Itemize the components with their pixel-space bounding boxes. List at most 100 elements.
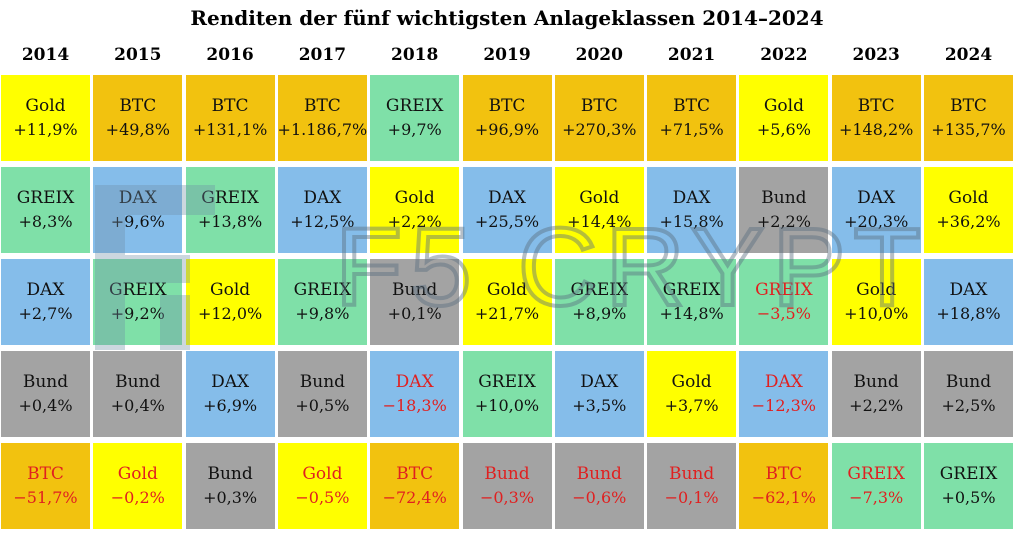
return-cell: GREIX +10,0%: [462, 351, 552, 438]
return-value-label: +25,5%: [474, 212, 540, 232]
return-cell: Bund −0,3%: [462, 443, 552, 530]
return-cell: BTC −72,4%: [370, 443, 460, 530]
return-cell: BTC +148,2%: [831, 75, 921, 161]
asset-label: Gold: [210, 280, 251, 301]
return-value-label: +148,2%: [838, 120, 914, 139]
return-value-label: +0,4%: [110, 396, 165, 416]
return-value-label: +8,3%: [18, 212, 73, 232]
asset-label: BTC: [488, 96, 526, 116]
year-label: 2014: [21, 45, 70, 65]
return-value-label: +21,7%: [474, 304, 540, 324]
asset-label: BTC: [580, 96, 618, 116]
return-cell: DAX +2,7%: [1, 259, 90, 346]
return-value-label: +9,7%: [387, 120, 442, 139]
return-cell: BTC +49,8%: [93, 75, 183, 161]
return-value-label: −7,3%: [849, 488, 904, 508]
return-cell: DAX −18,3%: [370, 351, 460, 438]
return-value-label: +12,0%: [197, 304, 263, 324]
return-value-label: +6,9%: [203, 396, 258, 416]
return-value-label: +0,1%: [387, 304, 442, 324]
return-value-label: +11,9%: [13, 120, 78, 139]
return-cell: BTC −51,7%: [1, 443, 90, 530]
asset-label: DAX: [395, 372, 434, 393]
return-cell: Gold +10,0%: [831, 259, 921, 346]
return-cell: GREIX −7,3%: [831, 443, 921, 530]
return-cell: BTC +135,7%: [924, 75, 1013, 161]
return-value-label: −51,7%: [13, 488, 78, 508]
return-value-label: +0,4%: [18, 396, 73, 416]
return-cell: DAX +20,3%: [831, 167, 921, 254]
return-cell: GREIX +9,7%: [370, 75, 460, 161]
return-cell: DAX +6,9%: [185, 351, 275, 438]
return-value-label: +2,2%: [387, 212, 442, 232]
asset-label: BTC: [303, 96, 341, 116]
return-value-label: −3,5%: [756, 304, 811, 324]
year-label: 2015: [114, 45, 162, 65]
return-value-label: +71,5%: [659, 120, 724, 139]
returns-table: Gold +11,9% GREIX +8,3% DAX +2,7% Bund +0,4% BTC…: [0, 75, 1014, 534]
asset-label: Gold: [579, 188, 620, 209]
year-header-row: 2014 2015 2016 2017 2018 2019 2020 2021 2022 2023…: [0, 45, 1014, 67]
return-value-label: −0,2%: [110, 488, 165, 508]
asset-label: Bund: [392, 280, 438, 301]
return-cell: Gold +36,2%: [924, 167, 1013, 254]
return-cell: GREIX −3,5%: [739, 259, 829, 346]
asset-label: DAX: [949, 280, 988, 301]
return-value-label: +18,8%: [936, 304, 1001, 324]
return-value-label: +3,5%: [572, 396, 627, 416]
return-value-label: −0,1%: [664, 488, 719, 508]
return-cell: BTC +131,1%: [185, 75, 275, 161]
return-cell: Bund +0,3%: [185, 443, 275, 530]
return-cell: GREIX +9,2%: [93, 259, 183, 346]
return-value-label: +49,8%: [105, 120, 170, 139]
return-value-label: −62,1%: [751, 488, 816, 508]
return-cell: BTC +96,9%: [462, 75, 552, 161]
return-value-label: +2,7%: [18, 304, 73, 324]
asset-label: Gold: [856, 280, 897, 301]
return-cell: DAX +12,5%: [277, 167, 367, 254]
return-cell: DAX −12,3%: [739, 351, 829, 438]
return-cell: GREIX +14,8%: [647, 259, 737, 346]
asset-label: Bund: [668, 464, 715, 485]
asset-label: GREIX: [939, 464, 998, 485]
return-value-label: +10,0%: [474, 396, 540, 416]
asset-label: Gold: [671, 372, 712, 393]
asset-label: GREIX: [662, 280, 721, 301]
return-value-label: +270,3%: [562, 120, 637, 139]
return-value-label: +9,2%: [110, 304, 165, 324]
return-cell: DAX +15,8%: [647, 167, 737, 254]
return-cell: Gold −0,2%: [93, 443, 183, 530]
return-cell: DAX +3,5%: [554, 351, 644, 438]
asset-label: DAX: [857, 188, 896, 209]
return-value-label: +9,6%: [110, 212, 165, 232]
asset-label: Bund: [576, 464, 622, 485]
return-cell: Bund +2,5%: [924, 351, 1013, 438]
return-cell: Gold −0,5%: [277, 443, 367, 530]
asset-label: Bund: [115, 372, 161, 393]
asset-label: BTC: [765, 464, 803, 485]
asset-label: Gold: [763, 96, 804, 116]
year-label: 2017: [298, 45, 347, 65]
return-value-label: +14,8%: [659, 304, 724, 324]
return-cell: Gold +2,2%: [370, 167, 460, 254]
return-cell: Bund +0,4%: [1, 351, 90, 438]
return-value-label: +2,5%: [941, 396, 996, 416]
chart-title: Renditen der fünf wichtigsten Anlageklas…: [190, 6, 824, 30]
return-cell: Bund +2,2%: [831, 351, 921, 438]
asset-label: DAX: [672, 188, 711, 209]
asset-label: BTC: [857, 96, 895, 116]
return-cell: DAX +25,5%: [462, 167, 552, 254]
return-value-label: −0,5%: [295, 488, 350, 508]
return-value-label: +2,2%: [849, 396, 904, 416]
return-cell: DAX +9,6%: [93, 167, 183, 254]
return-value-label: +15,8%: [659, 212, 724, 232]
return-cell: GREIX +13,8%: [185, 167, 275, 254]
asset-label: Bund: [761, 188, 807, 209]
return-cell: DAX +18,8%: [924, 259, 1013, 346]
asset-label: BTC: [673, 96, 711, 116]
return-value-label: +96,9%: [474, 120, 540, 139]
return-cell: Gold +11,9%: [1, 75, 90, 161]
asset-label: Bund: [945, 372, 992, 393]
return-value-label: +0,3%: [203, 488, 258, 508]
return-value-label: −18,3%: [382, 396, 447, 416]
